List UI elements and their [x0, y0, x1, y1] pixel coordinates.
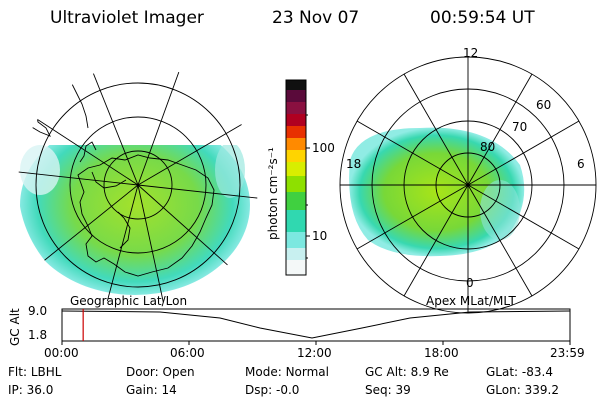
geographic-caption: Geographic Lat/Lon — [70, 294, 188, 308]
mlt-label-12: 12 — [463, 46, 479, 60]
status-mode: Mode: Normal — [245, 365, 329, 379]
status-ip: IP: 36.0 — [8, 383, 54, 397]
altitude-ytick-9: 9.0 — [28, 304, 48, 318]
status-glat: GLat: -83.4 — [486, 365, 553, 379]
colorbar-tick-10: 10 — [312, 229, 328, 243]
mlat-label-70: 70 — [512, 120, 528, 134]
status-door: Door: Open — [126, 365, 195, 379]
altitude-xtick-0600: 06:00 — [170, 346, 205, 360]
altitude-xtick-2359: 23:59 — [550, 346, 585, 360]
date-label: 23 Nov 07 — [272, 8, 360, 28]
lat-circle-2 — [69, 116, 207, 254]
status-seq: Seq: 39 — [365, 383, 411, 397]
magnetic-map — [339, 56, 597, 314]
lat-circle-1 — [103, 150, 173, 220]
geographic-map — [18, 65, 258, 305]
altitude-ytick-1-8: 1.8 — [28, 328, 48, 342]
colorbar-unit-label: photon cm⁻²s⁻¹ — [266, 147, 280, 240]
time-label: 00:59:54 UT — [430, 8, 535, 28]
instrument-title: Ultraviolet Imager — [50, 8, 204, 28]
mlt-label-0: 0 — [466, 276, 474, 290]
colorbar-tick-100: 100 — [312, 141, 335, 155]
altitude-ylabel: GC Alt — [8, 308, 22, 346]
colorbar — [285, 79, 310, 276]
status-flt: Flt: LBHL — [8, 365, 62, 379]
status-glon: GLon: 339.2 — [486, 383, 559, 397]
altitude-plot — [61, 308, 571, 345]
status-gc-alt: GC Alt: 8.9 Re — [365, 365, 449, 379]
magnetic-caption: Apex MLat/MLT — [426, 294, 516, 308]
altitude-xtick-1200: 12:00 — [297, 346, 332, 360]
mlat-label-60: 60 — [536, 98, 552, 112]
auroral-emission-left — [20, 115, 250, 295]
altitude-trace — [61, 310, 571, 339]
status-dsp: Dsp: -0.0 — [245, 383, 300, 397]
lat-circle-3 — [35, 82, 241, 288]
altitude-xtick-0000: 00:00 — [44, 346, 79, 360]
status-gain: Gain: 14 — [126, 383, 177, 397]
mlt-label-18: 18 — [346, 157, 362, 171]
mlt-label-6: 6 — [577, 157, 585, 171]
altitude-xtick-1800: 18:00 — [424, 346, 459, 360]
mlat-label-80: 80 — [480, 140, 496, 154]
